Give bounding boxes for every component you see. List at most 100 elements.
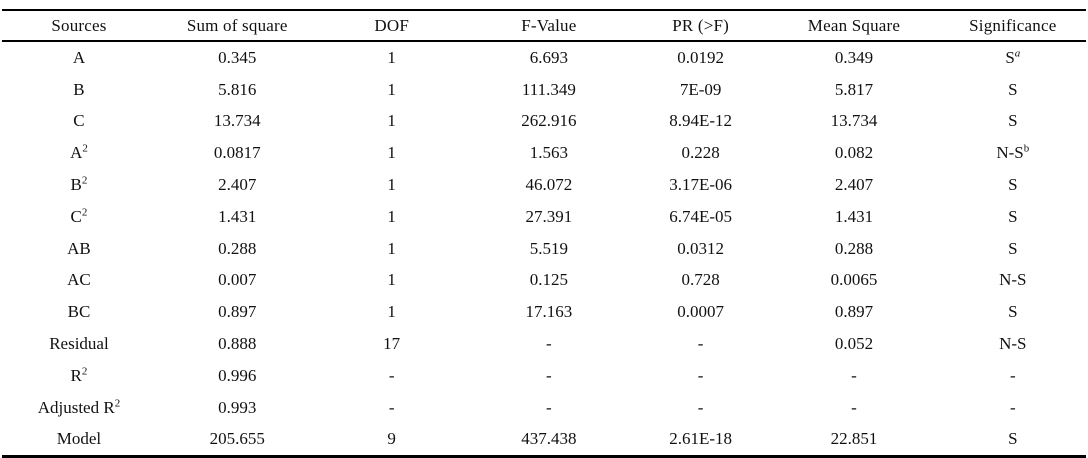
cell-text: Adjusted R [37, 397, 115, 417]
cell-sum-of-square: 1.431 [218, 206, 257, 226]
superscript: 2 [82, 142, 88, 155]
cell-f-value: - [546, 397, 552, 417]
cell-dof: 1 [387, 143, 396, 163]
cell-mean-square: 0.082 [834, 143, 874, 163]
column-header-mean-square: Mean Square [807, 15, 901, 35]
column-header-sum-of-square: Sum of square [186, 15, 288, 35]
cell-sum-of-square: 13.734 [213, 111, 261, 131]
superscript: 2 [114, 397, 121, 409]
cell-pr-f: 0.0312 [677, 238, 724, 258]
cell-sum-of-square: 0.0817 [213, 143, 261, 163]
cell-pr-f: - [697, 334, 704, 354]
cell-sum-of-square: 5.816 [218, 79, 257, 99]
cell-pr-f: 7E-09 [679, 79, 722, 99]
cell-dof: 1 [387, 79, 396, 99]
table-row: R2 0.996 - - - - - [2, 360, 1086, 392]
cell-sum-of-square: 0.288 [218, 238, 257, 258]
cell-significance: S [1008, 238, 1018, 258]
cell-mean-square: 5.817 [834, 79, 874, 99]
cell-dof: - [388, 365, 395, 385]
cell-text: S [1005, 47, 1015, 67]
cell-dof: 1 [387, 206, 396, 226]
table-row: BC 0.897 1 17.163 0.0007 0.897 S [2, 296, 1086, 328]
cell-dof: 9 [387, 429, 396, 449]
cell-pr-f: 0.0007 [677, 302, 724, 322]
cell-sum-of-square: 0.993 [218, 397, 257, 417]
cell-f-value: 1.563 [529, 143, 568, 163]
cell-significance: N-Sb [940, 137, 1086, 169]
cell-pr-f: - [697, 397, 704, 417]
cell-sources: C2 [2, 201, 156, 233]
cell-sources: Model [56, 429, 102, 449]
cell-pr-f: 8.94E-12 [669, 111, 732, 131]
cell-mean-square: 0.0065 [830, 270, 878, 290]
cell-pr-f: 2.61E-18 [669, 429, 732, 449]
table-row: B 5.816 1 111.349 7E-09 5.817 S [2, 74, 1086, 106]
column-header-dof: DOF [374, 15, 409, 35]
cell-dof: 1 [387, 111, 396, 131]
table-row: AC 0.007 1 0.125 0.728 0.0065 N-S [2, 265, 1086, 297]
cell-text: R [70, 365, 82, 385]
cell-mean-square: 0.288 [834, 238, 874, 258]
cell-significance: S [1008, 175, 1018, 195]
cell-dof: 1 [387, 302, 396, 322]
table-row: Adjusted R2 0.993 - - - - - [2, 392, 1086, 424]
cell-dof: 1 [387, 175, 396, 195]
superscript: 2 [81, 206, 88, 219]
cell-sources: Adjusted R2 [2, 392, 156, 424]
cell-significance: Sa [940, 41, 1086, 74]
cell-sum-of-square: 0.996 [218, 365, 257, 385]
cell-dof: 1 [387, 270, 396, 290]
cell-text: B [70, 175, 82, 195]
cell-dof: 1 [387, 238, 396, 258]
cell-pr-f: 0.0192 [677, 47, 724, 67]
table-row: C 13.734 1 262.916 8.94E-12 13.734 S [2, 106, 1086, 138]
superscript: a [1014, 47, 1021, 60]
cell-sources: BC [67, 302, 91, 322]
cell-f-value: 111.349 [521, 79, 576, 99]
cell-sum-of-square: 0.888 [218, 334, 257, 354]
cell-sources: B2 [2, 169, 156, 201]
cell-significance: - [1009, 365, 1016, 385]
cell-f-value: 6.693 [529, 47, 568, 67]
cell-f-value: 27.391 [525, 206, 573, 226]
cell-dof: 17 [383, 334, 401, 354]
cell-sources: B [73, 79, 85, 99]
cell-pr-f: 6.74E-05 [669, 206, 732, 226]
cell-mean-square: - [851, 397, 857, 417]
table-row: A2 0.0817 1 1.563 0.228 0.082 N-Sb [2, 137, 1086, 169]
cell-mean-square: 0.349 [834, 47, 874, 67]
cell-pr-f: 3.17E-06 [669, 175, 732, 195]
cell-sources: AC [67, 270, 91, 290]
table-row: A 0.345 1 6.693 0.0192 0.349 Sa [2, 41, 1086, 74]
column-header-pr-f: PR (>F) [672, 15, 730, 35]
cell-mean-square: - [851, 365, 857, 385]
cell-mean-square: 22.851 [830, 429, 878, 449]
cell-pr-f: 0.228 [681, 143, 720, 163]
cell-sources: A [72, 47, 86, 67]
cell-significance: S [1008, 302, 1018, 322]
cell-f-value: 17.163 [525, 302, 573, 322]
cell-f-value: 46.072 [525, 175, 573, 195]
table-row: AB 0.288 1 5.519 0.0312 0.288 S [2, 233, 1086, 265]
cell-mean-square: 13.734 [830, 111, 878, 131]
cell-f-value: - [546, 334, 552, 354]
cell-sum-of-square: 2.407 [218, 175, 257, 195]
cell-significance: S [1008, 111, 1018, 131]
cell-mean-square: 2.407 [834, 175, 874, 195]
superscript: 2 [81, 174, 88, 187]
cell-text: N-S [996, 143, 1024, 163]
cell-f-value: 0.125 [529, 270, 568, 290]
table-row: C2 1.431 1 27.391 6.74E-05 1.431 S [2, 201, 1086, 233]
cell-significance: S [1008, 429, 1018, 449]
superscript: b [1023, 142, 1030, 155]
cell-sum-of-square: 0.007 [218, 270, 257, 290]
cell-sources: A2 [2, 137, 156, 169]
column-header-significance: Significance [969, 15, 1057, 35]
cell-sources: AB [67, 238, 91, 258]
cell-sum-of-square: 205.655 [209, 429, 265, 449]
cell-sources: R2 [2, 360, 156, 392]
table-row: Model 205.655 9 437.438 2.61E-18 22.851 S [2, 424, 1086, 457]
table-row: B2 2.407 1 46.072 3.17E-06 2.407 S [2, 169, 1086, 201]
